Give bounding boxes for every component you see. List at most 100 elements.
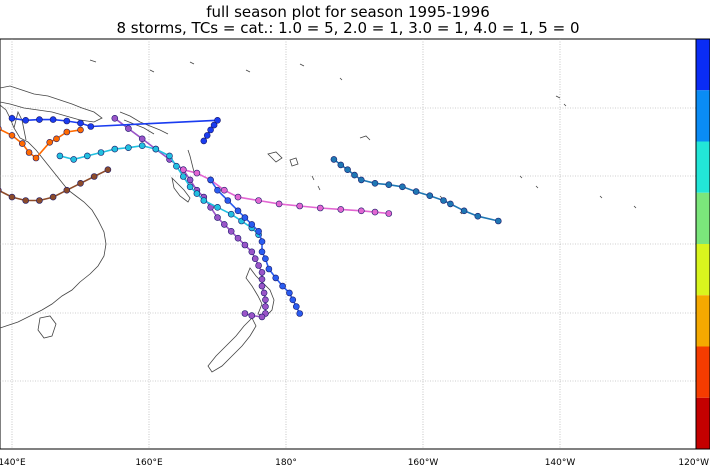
storm-7-point-2	[8, 132, 16, 139]
storm-4-point-11	[180, 173, 187, 180]
storm-1-point-1	[111, 115, 119, 122]
lon-label-180: 180°	[275, 458, 297, 468]
storm-5-point-4	[234, 207, 242, 215]
storm-4-point-3	[84, 152, 91, 160]
storm-1-point-16	[248, 248, 256, 256]
storm-5-point-16	[292, 303, 300, 310]
storm-6-point-9	[210, 121, 218, 129]
coast-tonga	[311, 175, 321, 191]
storm-4-point-10	[173, 162, 180, 170]
storm-3-point-14	[474, 212, 482, 220]
coast-micronesia	[89, 59, 195, 73]
colorbar-band-5	[696, 244, 710, 296]
storm-4-point-15	[214, 204, 221, 211]
storm-6-point-4	[49, 116, 57, 123]
storm-1-point-3	[138, 135, 146, 143]
coast-fiji-2	[289, 157, 299, 167]
colorbar-frame	[695, 38, 710, 450]
storm-5-point-6	[248, 221, 256, 228]
storm-8-point-3	[22, 197, 30, 204]
coast-fiji	[267, 151, 283, 163]
storm-1-point-14	[234, 234, 242, 242]
storm-3-point-9	[412, 188, 420, 195]
storm-1-point-21	[258, 282, 266, 290]
storm-5-point-11	[265, 265, 273, 273]
coast-new-guinea	[0, 85, 103, 123]
storm-2-point-10	[337, 206, 345, 213]
storm-1-point-12	[221, 221, 228, 228]
storm-1-point-26	[258, 313, 266, 321]
colorbar-band-4	[696, 192, 710, 245]
coast-new-caledonia	[171, 176, 191, 203]
storm-4-point-13	[193, 190, 201, 197]
coast-nz-south	[207, 317, 257, 373]
storm-1-point-24	[262, 303, 269, 310]
storm-7-point-8	[63, 128, 71, 136]
storm-1-point-2	[125, 125, 132, 132]
longitude-labels: 140°E 160°E 180° 160°W 140°W 120°W	[0, 458, 709, 468]
colorbar-band-3	[696, 141, 710, 193]
storm-5-point-9	[258, 248, 266, 256]
storm-6-point-6	[77, 119, 84, 127]
storm-5-point-1	[207, 176, 214, 184]
coast-tasmania	[37, 315, 57, 339]
storm-1-point-28	[241, 310, 249, 317]
coast-cook	[439, 195, 463, 215]
storm-5-point-17	[296, 310, 304, 317]
coast-kiribati	[555, 95, 567, 107]
storm-4-point-14	[200, 197, 208, 204]
storm-4-point-7	[138, 142, 146, 149]
lon-label-160w: 160°W	[408, 458, 439, 468]
storm-1-point-13	[227, 228, 235, 235]
storm-2-point-1	[180, 166, 187, 173]
colorbar-band-2	[696, 90, 710, 142]
storm-8-point-4	[36, 197, 43, 204]
storm-3-point-7	[385, 181, 393, 188]
storm-5-point-2	[214, 186, 221, 194]
lon-label-120w: 120°W	[678, 458, 709, 468]
storm-1-point-19	[258, 269, 266, 276]
storm-8-point-2	[8, 193, 16, 201]
storm-5-point-7	[255, 228, 262, 235]
storm-1-point-17	[251, 255, 259, 263]
storm-3-point-1	[330, 156, 338, 163]
graticule	[0, 39, 696, 449]
colorbar-band-6	[696, 295, 710, 347]
storm-3-point-3	[344, 166, 351, 173]
storm-1-point-22	[260, 289, 268, 297]
coast-solomons-2	[123, 119, 155, 135]
storm-8-point-7	[77, 180, 84, 187]
storm-4-point-1	[56, 152, 64, 160]
storm-3-point-2	[337, 161, 345, 169]
storm-5-point-10	[262, 255, 269, 263]
storm-5-point-12	[272, 274, 280, 282]
storm-1-point-20	[258, 275, 266, 283]
storm-7-point-3	[18, 140, 26, 147]
map-subtitle: 8 storms, TCs = cat.: 1.0 = 5, 2.0 = 1, …	[116, 19, 580, 37]
storm-4-point-16	[227, 210, 235, 218]
storm-3-point-11	[440, 197, 447, 204]
storm-5-point-13	[279, 282, 286, 290]
storm-3-point-8	[399, 183, 406, 191]
storm-7-point-1	[0, 125, 2, 132]
storm-4-point-4	[97, 149, 105, 156]
storm-3-point-12	[447, 200, 454, 208]
storm-1-point-7	[186, 176, 194, 184]
storm-2-point-2	[193, 169, 201, 177]
storm-8-point-9	[104, 166, 112, 173]
map-title: full season plot for season 1995-1996	[206, 3, 490, 21]
storm-1-point-15	[241, 241, 249, 249]
storm-6-point-3	[36, 116, 43, 123]
storm-3-point-10	[426, 192, 434, 199]
storm-2-point-9	[316, 204, 324, 212]
storm-5-point-15	[289, 296, 297, 304]
storm-1-point-27	[248, 312, 256, 319]
coast-vanuatu	[187, 149, 195, 173]
storm-2-point-13	[385, 210, 393, 217]
storm-6-point-5	[63, 117, 71, 125]
intensity-colorbar	[696, 39, 710, 450]
storm-2-point-5	[234, 193, 242, 201]
lon-label-160e: 160°E	[135, 458, 163, 468]
storm-4-point-2	[70, 156, 77, 163]
